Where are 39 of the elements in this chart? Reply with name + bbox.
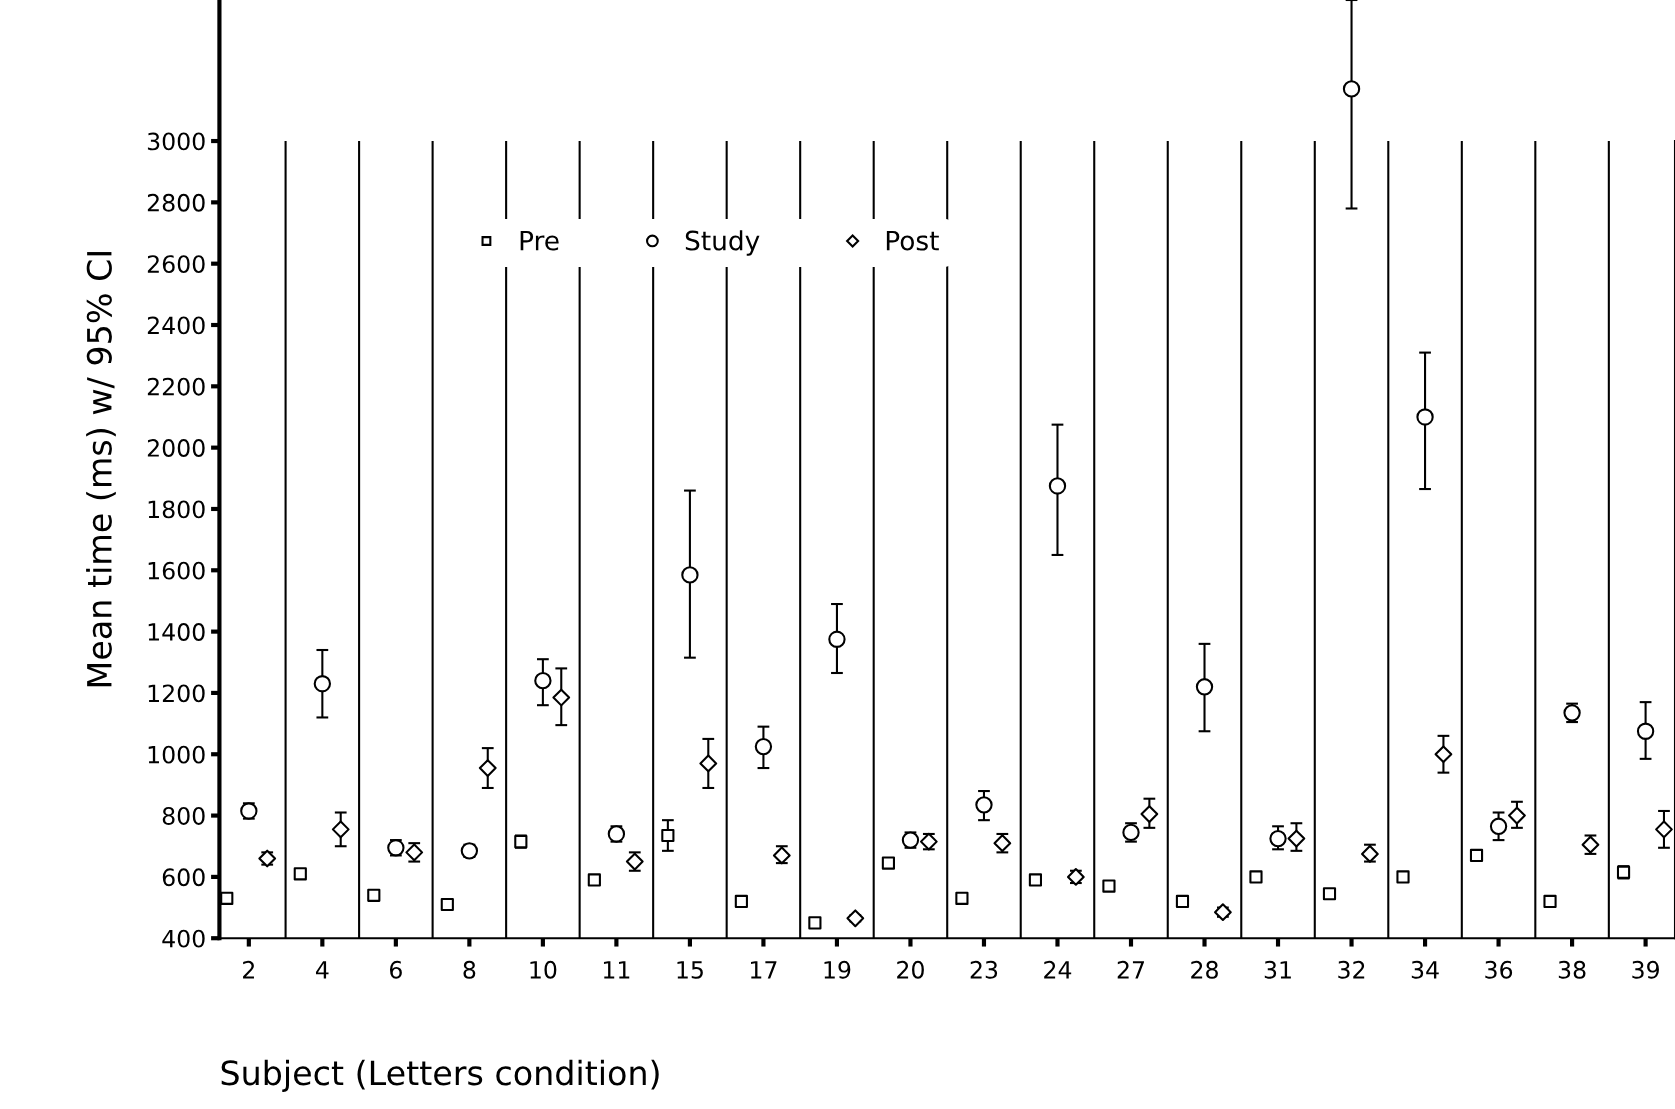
x-tick-label: 38 — [1558, 960, 1586, 979]
x-tick-label: 34 — [1411, 960, 1439, 979]
y-tick-label: 400 — [162, 929, 205, 948]
y-tick-label: 2400 — [147, 316, 205, 335]
y-tick-label: 3000 — [147, 132, 205, 151]
y-tick-label: 1800 — [148, 500, 205, 519]
legend-label: Study — [685, 230, 760, 256]
x-tick-label: 6 — [390, 960, 402, 979]
x-tick-label: 31 — [1264, 960, 1291, 979]
x-tick-label: 24 — [1044, 960, 1072, 979]
y-axis-title: Mean time (ms) w/ 95% CI — [86, 252, 116, 687]
x-tick-label: 10 — [530, 960, 557, 979]
y-tick-label: 1000 — [148, 745, 205, 764]
legend-label: Pre — [520, 230, 559, 251]
x-tick-label: 36 — [1485, 960, 1513, 979]
x-tick-label: 39 — [1632, 960, 1659, 979]
y-tick-label: 2800 — [147, 193, 205, 212]
x-tick-label: 19 — [824, 960, 851, 979]
y-tick-label: 600 — [162, 868, 205, 887]
x-tick-label: 27 — [1117, 960, 1144, 979]
y-tick-label: 2200 — [147, 377, 205, 396]
x-tick-label: 4 — [315, 961, 329, 979]
x-tick-label: 15 — [677, 961, 703, 979]
x-tick-label: 32 — [1338, 960, 1365, 979]
y-tick-label: 1600 — [148, 561, 205, 580]
legend-label: Post — [886, 230, 939, 251]
x-tick-label: 28 — [1191, 960, 1218, 979]
x-tick-label: 23 — [970, 960, 998, 979]
x-tick-label: 2 — [243, 960, 254, 979]
y-tick-label: 1400 — [148, 623, 205, 641]
x-tick-label: 20 — [897, 960, 924, 979]
x-tick-label: 17 — [751, 961, 777, 979]
x-tick-label: 8 — [463, 960, 476, 979]
x-tick-label: 11 — [603, 961, 630, 979]
y-tick-label: 1200 — [148, 684, 205, 703]
x-axis-title: Subject (Letters condition) — [221, 1059, 659, 1092]
y-tick-label: 2600 — [147, 255, 205, 273]
y-tick-label: 2000 — [147, 439, 205, 457]
y-tick-label: 800 — [162, 807, 205, 825]
